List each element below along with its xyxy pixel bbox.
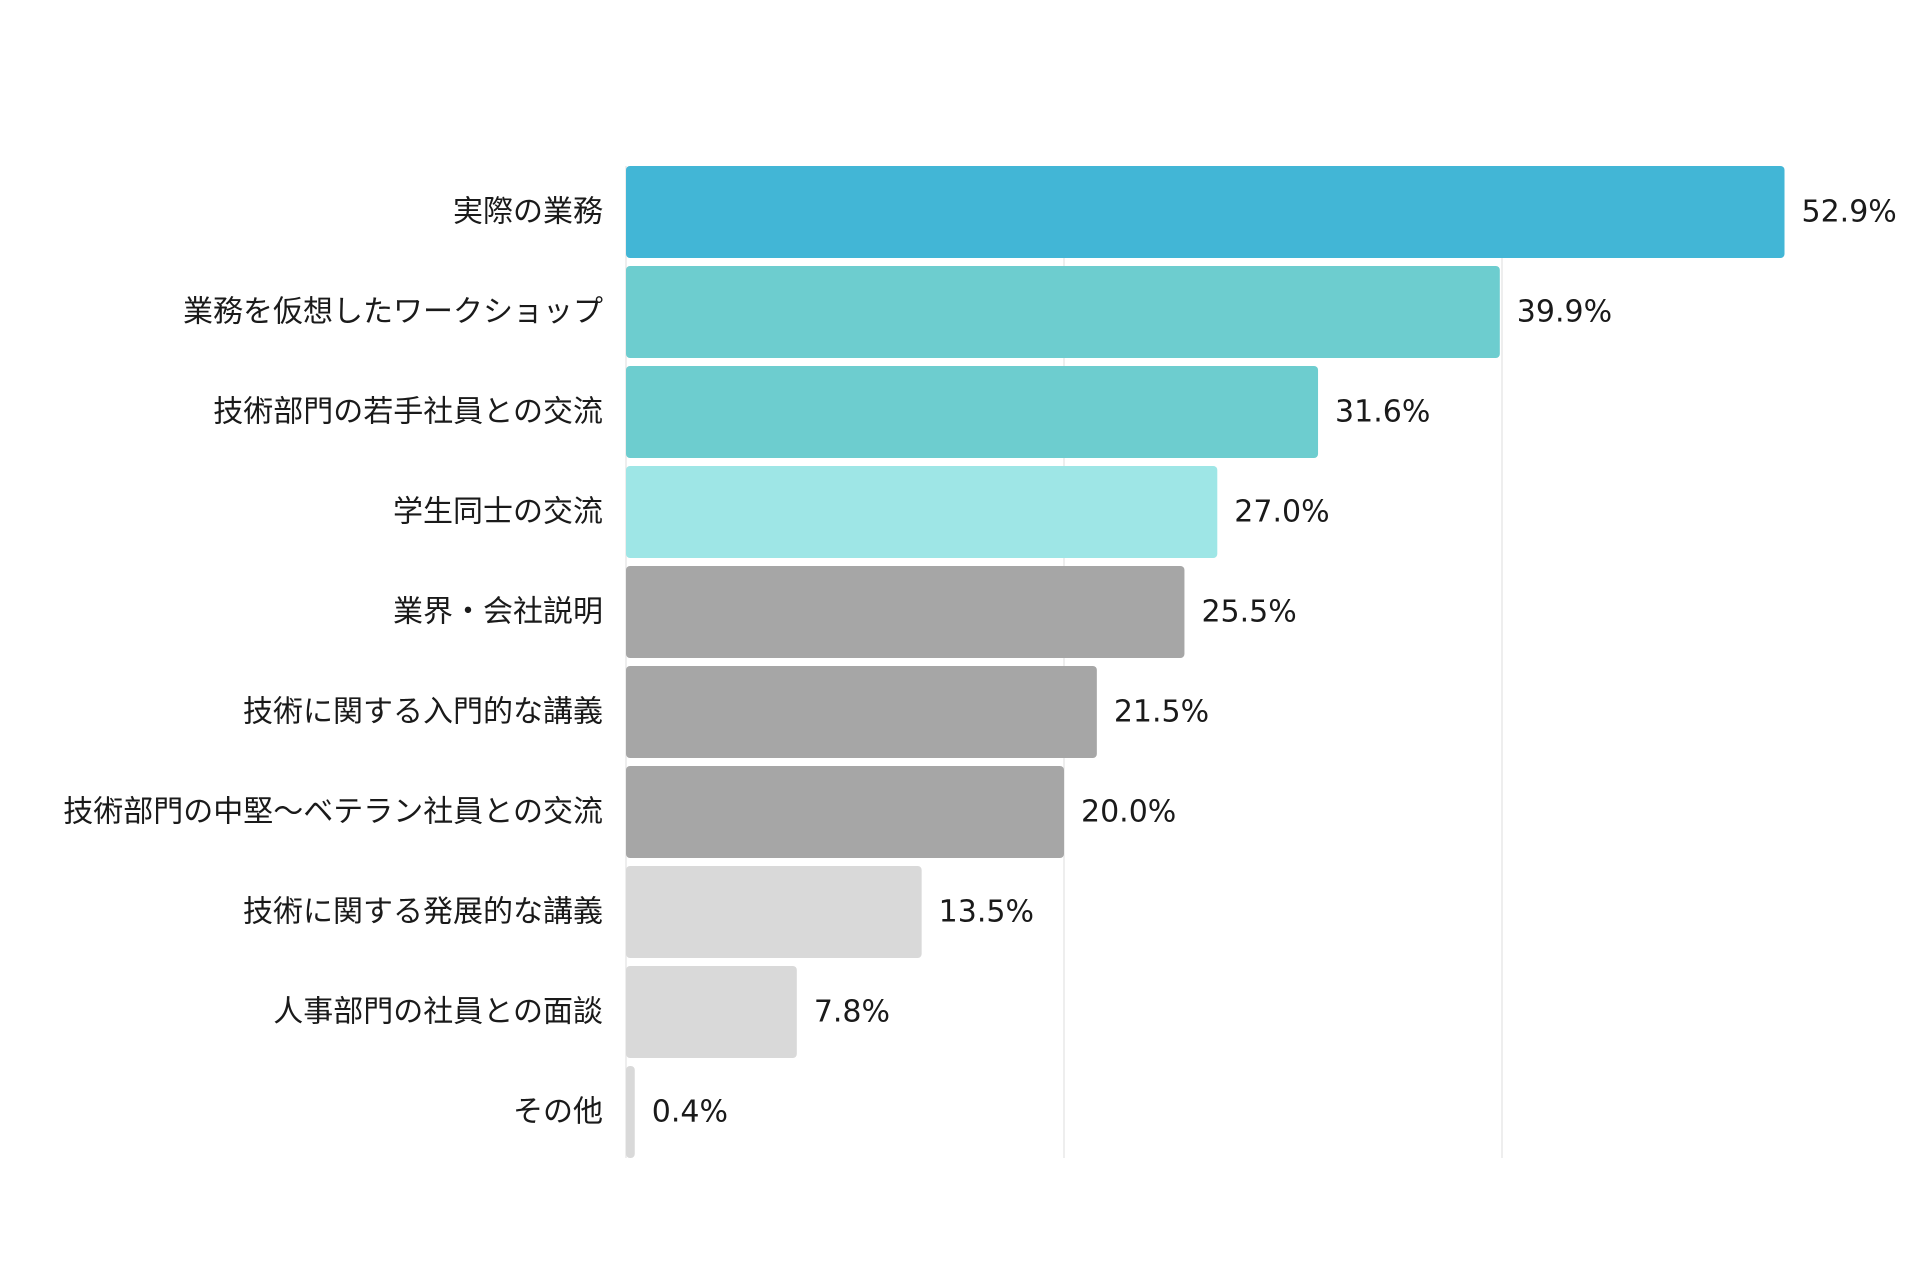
bar-7 — [626, 866, 922, 958]
value-label-5: 21.5% — [1114, 695, 1209, 730]
category-label-6: 技術部門の中堅〜ベテラン社員との交流 — [63, 795, 603, 830]
value-label-0: 52.9% — [1802, 195, 1897, 230]
value-label-6: 20.0% — [1081, 795, 1176, 830]
category-label-3: 学生同士の交流 — [393, 495, 603, 530]
bar-5 — [626, 666, 1097, 758]
value-label-1: 39.9% — [1517, 295, 1612, 330]
bars — [626, 166, 1785, 1158]
category-label-8: 人事部門の社員との面談 — [273, 995, 603, 1030]
bar-4 — [626, 566, 1185, 658]
bar-1 — [626, 266, 1500, 358]
value-label-4: 25.5% — [1201, 595, 1296, 630]
category-label-5: 技術に関する入門的な講義 — [243, 695, 603, 730]
bar-9 — [626, 1066, 635, 1158]
bar-8 — [626, 966, 797, 1058]
value-label-7: 13.5% — [939, 895, 1034, 930]
bar-2 — [626, 366, 1319, 458]
value-label-8: 7.8% — [814, 995, 890, 1030]
category-label-2: 技術部門の若手社員との交流 — [213, 395, 603, 430]
value-label-9: 0.4% — [652, 1095, 728, 1130]
category-label-0: 実際の業務 — [453, 195, 603, 230]
category-label-1: 業務を仮想したワークショップ — [183, 295, 603, 330]
bar-6 — [626, 766, 1064, 858]
labels: 実際の業務 52.9% 業務を仮想したワークショップ 39.9% 技術部門の若手社員との… — [63, 195, 1897, 1130]
value-label-3: 27.0% — [1234, 495, 1329, 530]
value-label-2: 31.6% — [1335, 395, 1430, 430]
category-label-4: 業界・会社説明 — [393, 595, 603, 630]
category-label-7: 技術に関する発展的な講義 — [243, 895, 603, 930]
category-label-9: その他 — [513, 1095, 603, 1130]
bar-0 — [626, 166, 1785, 258]
bar-3 — [626, 466, 1218, 558]
